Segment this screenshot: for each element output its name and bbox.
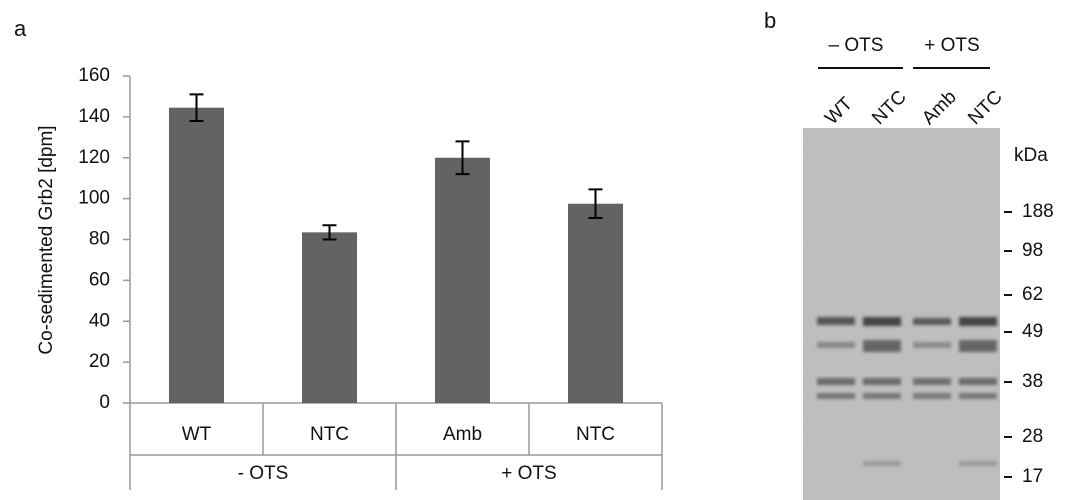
- lane-label: WT: [821, 93, 857, 129]
- bar: [302, 232, 357, 403]
- x-tick-label: NTC: [576, 424, 615, 445]
- x-tick-label: Amb: [443, 424, 482, 445]
- lane-label: Amb: [918, 87, 960, 129]
- y-tick-label: 80: [89, 229, 110, 250]
- y-tick-label: 0: [99, 392, 110, 413]
- gel-band: [913, 318, 951, 325]
- gel-band: [913, 393, 951, 399]
- gel-group-label: – OTS: [829, 35, 884, 56]
- marker-label: 28: [1022, 426, 1043, 447]
- bar: [169, 108, 224, 403]
- bar: [435, 158, 490, 403]
- panel-label: b: [764, 8, 776, 33]
- y-tick-label: 160: [78, 65, 110, 86]
- lane-label: NTC: [868, 87, 910, 129]
- y-tick-label: 100: [78, 188, 110, 209]
- marker-label: 17: [1022, 466, 1043, 487]
- gel-band: [959, 461, 997, 466]
- gel-band: [913, 378, 951, 385]
- gel-band: [863, 393, 901, 399]
- gel-band: [817, 378, 855, 385]
- gel-band: [959, 317, 997, 326]
- bar: [568, 204, 623, 403]
- gel-band: [863, 378, 901, 385]
- gel-noise: [803, 128, 1000, 500]
- marker-label: 62: [1022, 284, 1043, 305]
- gel-band: [913, 342, 951, 348]
- gel-band: [863, 317, 901, 326]
- lane-label: NTC: [964, 87, 1006, 129]
- gel-band: [863, 461, 901, 466]
- panel-label: a: [14, 16, 27, 41]
- y-tick-label: 140: [78, 106, 110, 127]
- x-tick-label: WT: [182, 424, 212, 445]
- gel-band: [959, 393, 997, 399]
- group-label: - OTS: [238, 463, 289, 484]
- gel-band: [817, 317, 855, 325]
- marker-label: 98: [1022, 240, 1043, 261]
- gel-unit: kDa: [1014, 145, 1048, 166]
- gel-band: [959, 378, 997, 385]
- marker-label: 38: [1022, 371, 1043, 392]
- gel-band: [817, 393, 855, 399]
- y-tick-label: 60: [89, 269, 110, 290]
- group-label: + OTS: [501, 463, 556, 484]
- y-tick-label: 20: [89, 351, 110, 372]
- gel-band: [863, 340, 901, 352]
- gel-group-label: + OTS: [924, 35, 979, 56]
- y-tick-label: 120: [78, 147, 110, 168]
- y-axis-label: Co-sedimented Grb2 [dpm]: [36, 125, 57, 354]
- gel-band: [959, 340, 997, 352]
- marker-label: 49: [1022, 321, 1043, 342]
- gel-band: [817, 342, 855, 348]
- figure: a b Co-sedimented Grb2 [dpm]: [0, 0, 1073, 500]
- y-tick-label: 40: [89, 310, 110, 331]
- x-tick-label: NTC: [310, 424, 349, 445]
- marker-label: 188: [1022, 201, 1054, 222]
